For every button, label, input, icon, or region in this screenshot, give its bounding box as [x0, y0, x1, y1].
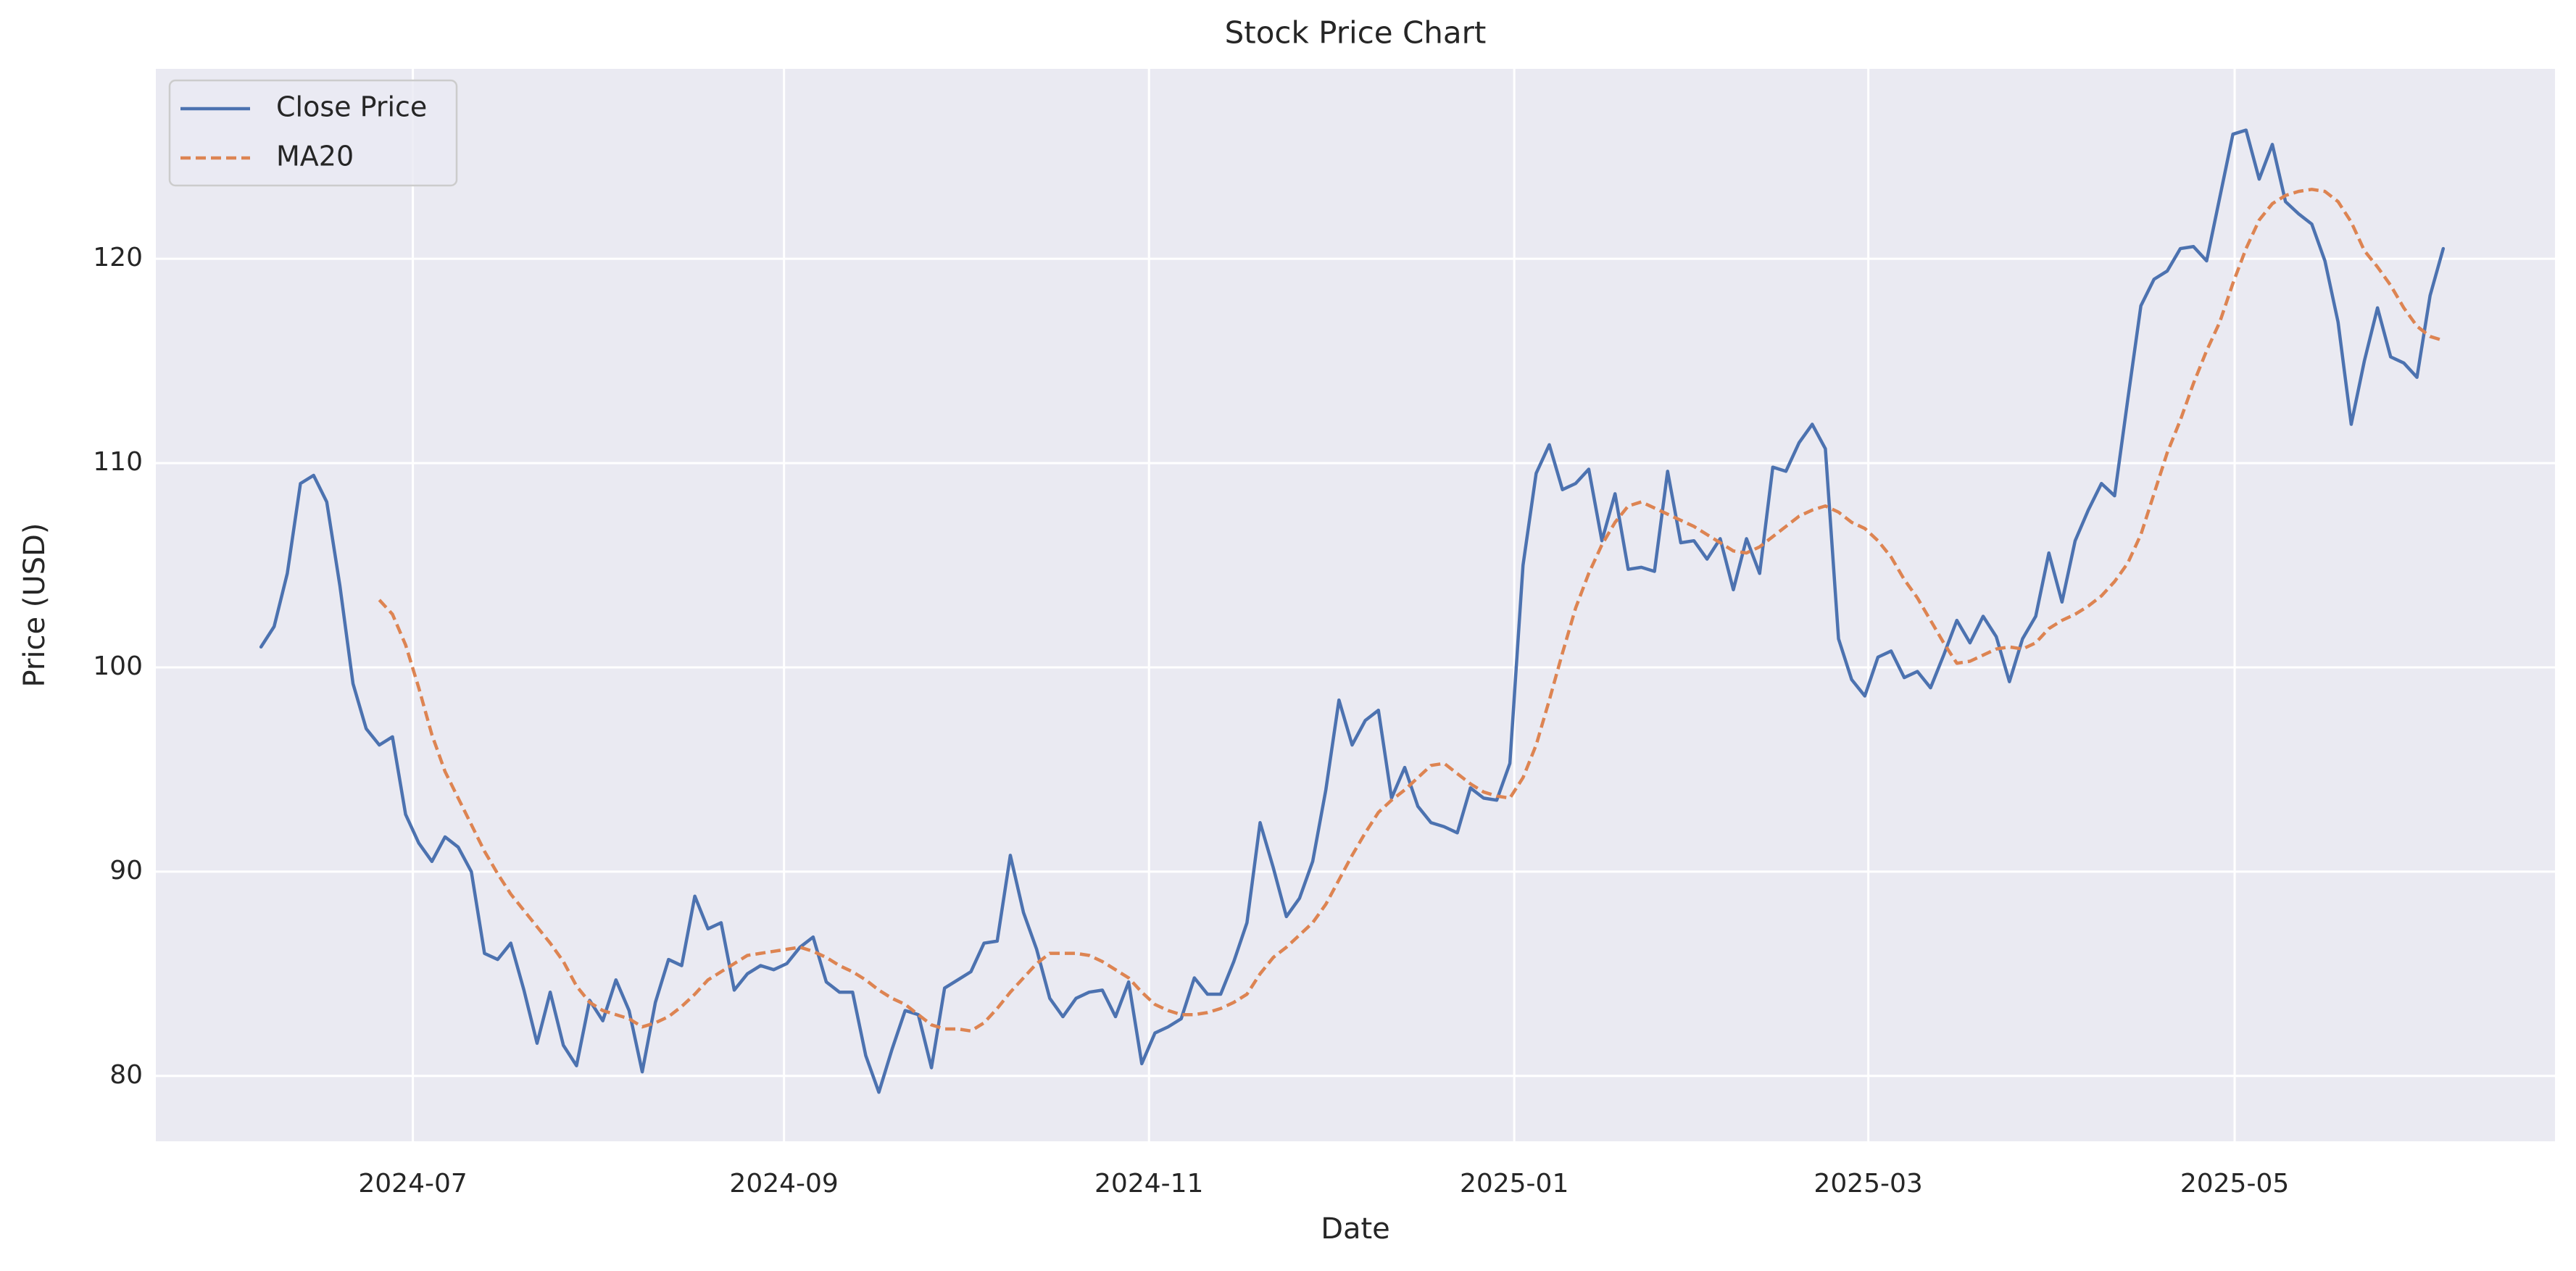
y-tick-label: 80 — [109, 1060, 143, 1090]
x-tick-label: 2024-09 — [729, 1169, 838, 1199]
grid — [156, 69, 2555, 1141]
legend: Close Price MA20 — [168, 79, 458, 187]
chart-title: Stock Price Chart — [1225, 15, 1487, 51]
x-tick-label: 2024-11 — [1094, 1169, 1203, 1199]
plot-background — [156, 69, 2555, 1141]
y-tick-label: 90 — [109, 856, 143, 885]
x-tick-label: 2025-01 — [1460, 1169, 1569, 1199]
x-tick-label: 2025-03 — [1813, 1169, 1922, 1199]
labels: 80 90 100 110 120 2024-07 2024-09 2024-11 2025-0… — [93, 243, 2289, 1199]
y-tick-label: 120 — [93, 243, 143, 272]
x-tick-label: 2025-05 — [2180, 1169, 2289, 1199]
series-line — [378, 188, 2444, 1033]
x-tick-label: 2024-07 — [358, 1169, 467, 1199]
series-line — [259, 128, 2446, 1094]
lines — [259, 128, 2446, 1094]
x-axis-label: Date — [1321, 1212, 1390, 1246]
y-tick-label: 110 — [93, 447, 143, 477]
y-tick-label: 100 — [93, 651, 143, 681]
legend-label: MA20 — [276, 141, 354, 172]
legend-label: Close Price — [276, 91, 427, 123]
y-axis-label: Price (USD) — [18, 523, 51, 688]
